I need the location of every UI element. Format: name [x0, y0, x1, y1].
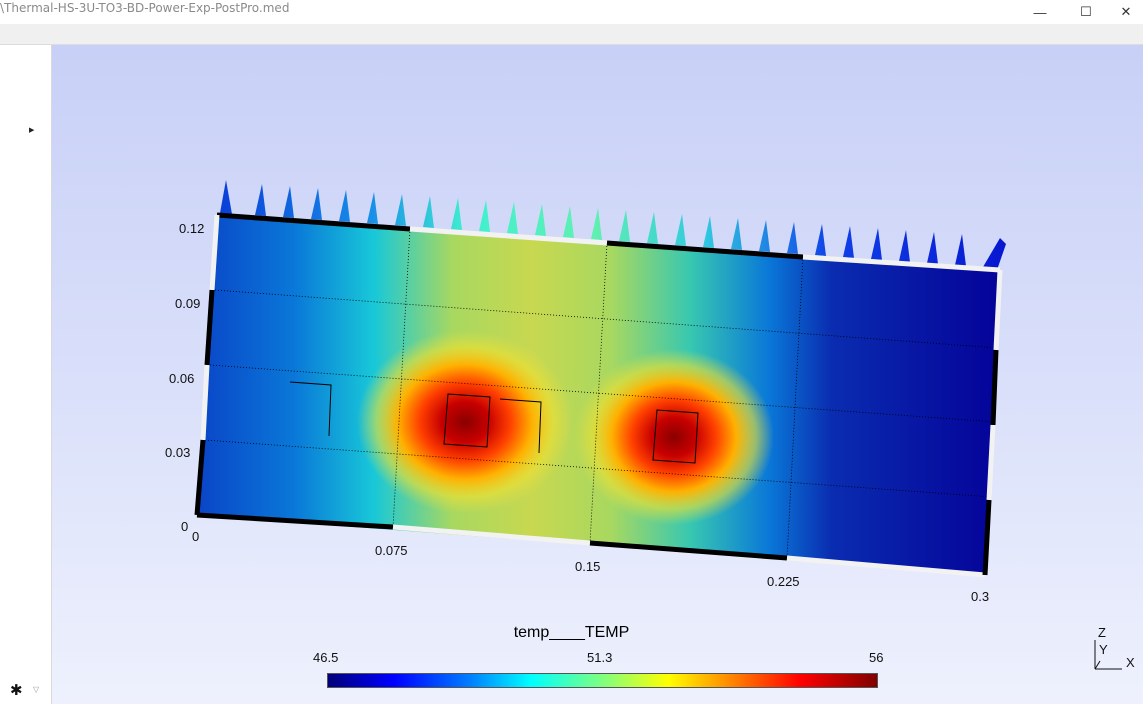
- colorbar: [327, 673, 878, 688]
- maximize-icon: ☐: [1080, 4, 1092, 19]
- triad-x-label: X: [1126, 655, 1135, 670]
- colorbar-min-label: 46.5: [313, 650, 339, 665]
- orientation-triad: Z Y X: [1092, 623, 1142, 673]
- close-icon: ✕: [1120, 4, 1132, 19]
- colorbar-mid-label: 51.3: [587, 650, 613, 665]
- y-tick-label: 0.03: [165, 445, 191, 460]
- component-outlines: [289, 381, 699, 464]
- toolbar: [0, 24, 1143, 45]
- x-tick-label: 0.3: [971, 589, 990, 604]
- x-tick-label: 0: [192, 529, 200, 544]
- side-panel: [0, 45, 52, 704]
- x-tick-label: 0.075: [375, 543, 408, 558]
- close-button[interactable]: ✕: [1109, 0, 1143, 24]
- colorbar-title: temp____TEMP: [513, 624, 630, 641]
- minimize-button[interactable]: —: [1017, 0, 1063, 24]
- gear-icon[interactable]: ✱: [10, 682, 23, 699]
- chevron-down-icon[interactable]: ▽: [33, 685, 40, 694]
- temperature-field: [197, 215, 1000, 575]
- minimize-icon: —: [1033, 4, 1047, 20]
- y-tick-label: 0.12: [179, 221, 205, 236]
- axis-grid: [204, 228, 999, 559]
- y-tick-label: 0.09: [175, 296, 201, 311]
- triad-axes-icon: [1094, 640, 1122, 670]
- y-tick-label: 0: [181, 519, 189, 534]
- fins: [220, 180, 1006, 270]
- colorbar-max-label: 56: [869, 650, 884, 665]
- window-title: \Thermal-HS-3U-TO3-BD-Power-Exp-PostPro.…: [0, 1, 290, 15]
- x-tick-label: 0.15: [575, 559, 601, 574]
- x-tick-label: 0.225: [767, 574, 800, 589]
- plate-edges: [194, 212, 1003, 578]
- maximize-button[interactable]: ☐: [1063, 0, 1109, 24]
- triad-z-label: Z: [1098, 625, 1106, 640]
- y-tick-label: 0.06: [169, 371, 195, 386]
- triad-y-label: Y: [1099, 642, 1108, 657]
- caret-right-icon[interactable]: ▶: [29, 127, 35, 134]
- title-bar: \Thermal-HS-3U-TO3-BD-Power-Exp-PostPro.…: [0, 0, 1143, 24]
